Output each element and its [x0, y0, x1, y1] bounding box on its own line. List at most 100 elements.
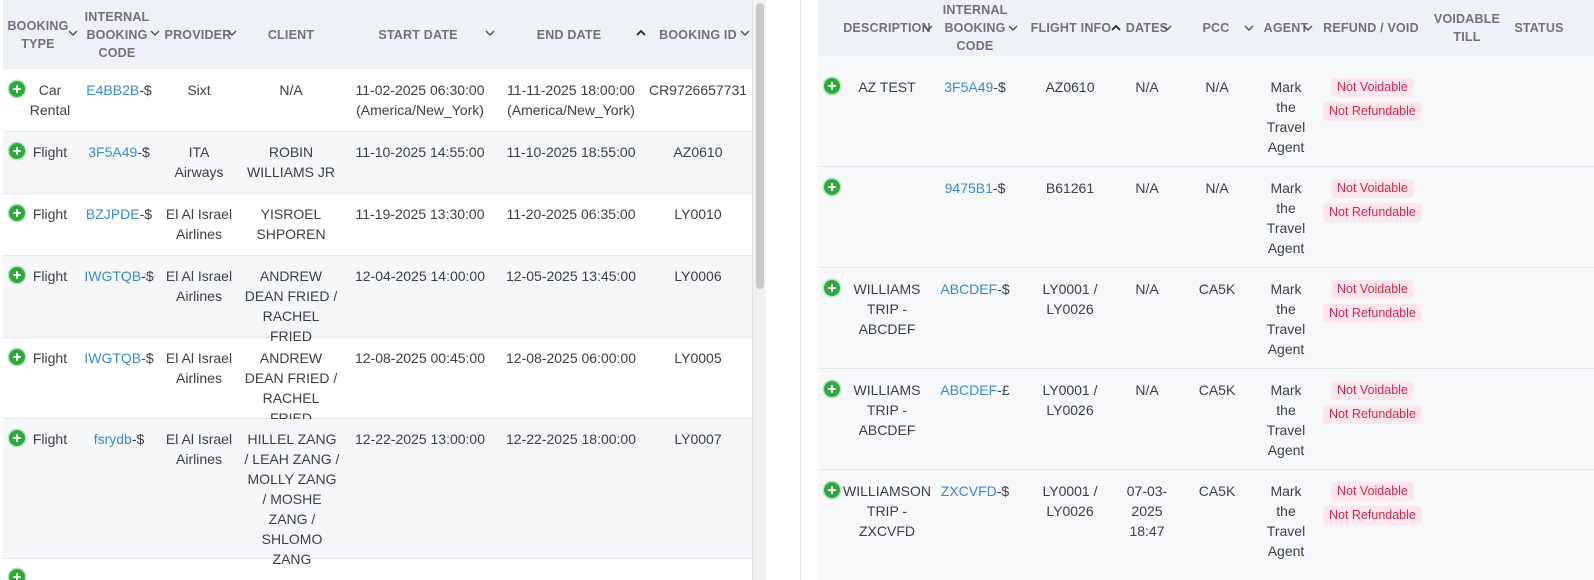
not-voidable-badge: Not Voidable — [1331, 381, 1414, 400]
booking-code-link[interactable]: 3F5A49 — [944, 79, 994, 95]
provider: El Al Israel Airlines — [165, 206, 233, 242]
header-provider[interactable]: PROVIDER — [164, 27, 232, 42]
header-internal-code[interactable]: INTERNAL BOOKING CODE — [942, 3, 1008, 53]
table-row[interactable]: Flight BZJPDE-$ El Al Israel Airlines YI… — [3, 194, 763, 256]
not-voidable-badge: Not Voidable — [1331, 179, 1414, 198]
chevron-up-icon[interactable] — [634, 26, 648, 40]
table-row[interactable]: Flight IWGTQB-$ El Al Israel Airlines AN… — [3, 256, 763, 344]
internal-code: ABCDEF-£ — [940, 382, 1010, 398]
chevron-down-icon[interactable] — [921, 21, 935, 35]
agent: Mark the Travel Agent — [1266, 79, 1306, 155]
booking-code-link[interactable]: 9475B1 — [944, 180, 993, 196]
start-date: 11-19-2025 13:30:00 — [355, 206, 485, 222]
plus-circle-icon[interactable] — [824, 482, 840, 498]
bookings-table-left: BOOKING TYPE INTERNAL BOOKING CODE PROVI… — [0, 0, 766, 580]
booking-code-link[interactable]: 3F5A49 — [88, 144, 138, 160]
table-row[interactable]: WILLIAMSON TRIP - ZXCVFD ZXCVFD-$ LY0001… — [818, 470, 1594, 580]
not-refundable-badge: Not Refundable — [1323, 506, 1422, 525]
plus-circle-icon[interactable] — [9, 267, 25, 283]
chevron-down-icon[interactable] — [1242, 21, 1256, 35]
not-refundable-badge: Not Refundable — [1323, 102, 1422, 121]
booking-id: LY0007 — [674, 431, 722, 447]
header-booking-type[interactable]: BOOKING TYPE — [7, 18, 69, 51]
booking-code-link[interactable]: ABCDEF — [940, 281, 998, 297]
pcc: N/A — [1205, 180, 1229, 196]
end-date: 12-08-2025 06:00:00 — [506, 350, 636, 366]
booking-type: Car Rental — [29, 82, 71, 118]
agent: Mark the Travel Agent — [1266, 281, 1306, 357]
header-voidable-till[interactable]: VOIDABLE TILL — [1433, 12, 1501, 44]
booking-code-link[interactable]: IWGTQB — [84, 350, 142, 366]
plus-circle-icon[interactable] — [9, 205, 25, 221]
plus-circle-icon[interactable] — [824, 78, 840, 94]
table-row[interactable]: Flight fsrydb-$ El Al Israel Airlines HI… — [3, 419, 763, 567]
description: WILLIAMS TRIP - ABCDEF — [853, 382, 921, 438]
header-end-date[interactable]: END DATE — [536, 27, 602, 42]
table-row[interactable]: 9475B1-$ B61261 N/A N/A Mark the Travel … — [818, 167, 1594, 268]
booking-type: Flight — [32, 431, 68, 447]
agent: Mark the Travel Agent — [1266, 180, 1306, 256]
flight-info: LY0001 / LY0026 — [1042, 483, 1098, 519]
not-refundable-badge: Not Refundable — [1323, 304, 1422, 323]
plus-circle-icon[interactable] — [9, 143, 25, 159]
booking-code-link[interactable]: BZJPDE — [85, 206, 140, 222]
dates: N/A — [1135, 79, 1159, 95]
table-row[interactable] — [3, 559, 763, 580]
internal-code: ABCDEF-$ — [940, 281, 1010, 297]
header-agent[interactable]: AGENT — [1263, 21, 1309, 35]
header-booking-id[interactable]: BOOKING ID — [659, 27, 737, 42]
plus-circle-icon[interactable] — [824, 280, 840, 296]
table-row[interactable]: WILLIAMS TRIP - ABCDEF ABCDEF-$ LY0001 /… — [818, 268, 1594, 369]
table-header: BOOKING TYPE INTERNAL BOOKING CODE PROVI… — [3, 0, 763, 69]
table-row[interactable]: Flight IWGTQB-$ El Al Israel Airlines AN… — [3, 338, 763, 426]
header-start-date[interactable]: START DATE — [378, 27, 458, 42]
table-row[interactable]: Flight 3F5A49-$ ITA Airways ROBIN WILLIA… — [3, 132, 763, 194]
dates: N/A — [1135, 281, 1159, 297]
header-refund-void[interactable]: REFUND / VOID — [1323, 21, 1419, 35]
internal-code: IWGTQB-$ — [84, 268, 154, 284]
chevron-down-icon[interactable] — [66, 26, 80, 40]
end-date: 11-20-2025 06:35:00 — [506, 206, 636, 222]
table-row[interactable]: AZ TEST 3F5A49-$ AZ0610 N/A N/A Mark the… — [818, 66, 1594, 167]
booking-code-link[interactable]: ABCDEF — [940, 382, 998, 398]
client: ANDREW DEAN FRIED / RACHEL FRIED — [244, 268, 338, 344]
header-internal-code[interactable]: INTERNAL BOOKING CODE — [84, 9, 150, 60]
plus-circle-icon[interactable] — [824, 179, 840, 195]
scrollbar-thumb[interactable] — [756, 3, 764, 289]
client: ROBIN WILLIAMS JR — [247, 144, 335, 180]
chevron-down-icon[interactable] — [738, 26, 752, 40]
internal-code: fsrydb-$ — [93, 431, 145, 447]
description: AZ TEST — [858, 79, 916, 95]
vertical-scrollbar[interactable] — [752, 0, 766, 580]
header-status[interactable]: STATUS — [1514, 21, 1564, 35]
header-flight-info[interactable]: FLIGHT INFO — [1030, 21, 1112, 35]
pcc: CA5K — [1198, 483, 1236, 499]
table-row[interactable]: Car Rental E4BB2B-$ Sixt N/A 11-02-2025 … — [3, 69, 763, 132]
plus-circle-icon[interactable] — [9, 81, 25, 97]
booking-code-link[interactable]: E4BB2B — [86, 82, 140, 98]
header-dates[interactable]: DATES — [1125, 21, 1169, 35]
chevron-up-icon[interactable] — [1109, 21, 1123, 35]
plus-circle-icon[interactable] — [824, 381, 840, 397]
header-client[interactable]: CLIENT — [267, 27, 315, 42]
chevron-down-icon[interactable] — [1006, 21, 1020, 35]
not-voidable-badge: Not Voidable — [1331, 280, 1414, 299]
booking-code-link[interactable]: fsrydb — [93, 431, 132, 447]
plus-circle-icon[interactable] — [9, 349, 25, 365]
provider: El Al Israel Airlines — [165, 268, 233, 304]
chevron-down-icon[interactable] — [1160, 21, 1174, 35]
pcc: CA5K — [1198, 281, 1236, 297]
chevron-down-icon[interactable] — [225, 26, 239, 40]
chevron-down-icon[interactable] — [483, 26, 497, 40]
header-pcc[interactable]: PCC — [1202, 21, 1230, 35]
table-row[interactable]: WILLIAMS TRIP - ABCDEF ABCDEF-£ LY0001 /… — [818, 369, 1594, 470]
header-description[interactable]: DESCRIPTION — [843, 21, 931, 35]
chevron-down-icon[interactable] — [1301, 21, 1315, 35]
plus-circle-icon[interactable] — [9, 430, 25, 446]
plus-circle-icon[interactable] — [9, 569, 25, 580]
description: WILLIAMS TRIP - ABCDEF — [853, 281, 921, 337]
booking-code-link[interactable]: ZXCVFD — [940, 483, 997, 499]
booking-code-link[interactable]: IWGTQB — [84, 268, 142, 284]
agent: Mark the Travel Agent — [1266, 382, 1306, 458]
chevron-down-icon[interactable] — [148, 26, 162, 40]
